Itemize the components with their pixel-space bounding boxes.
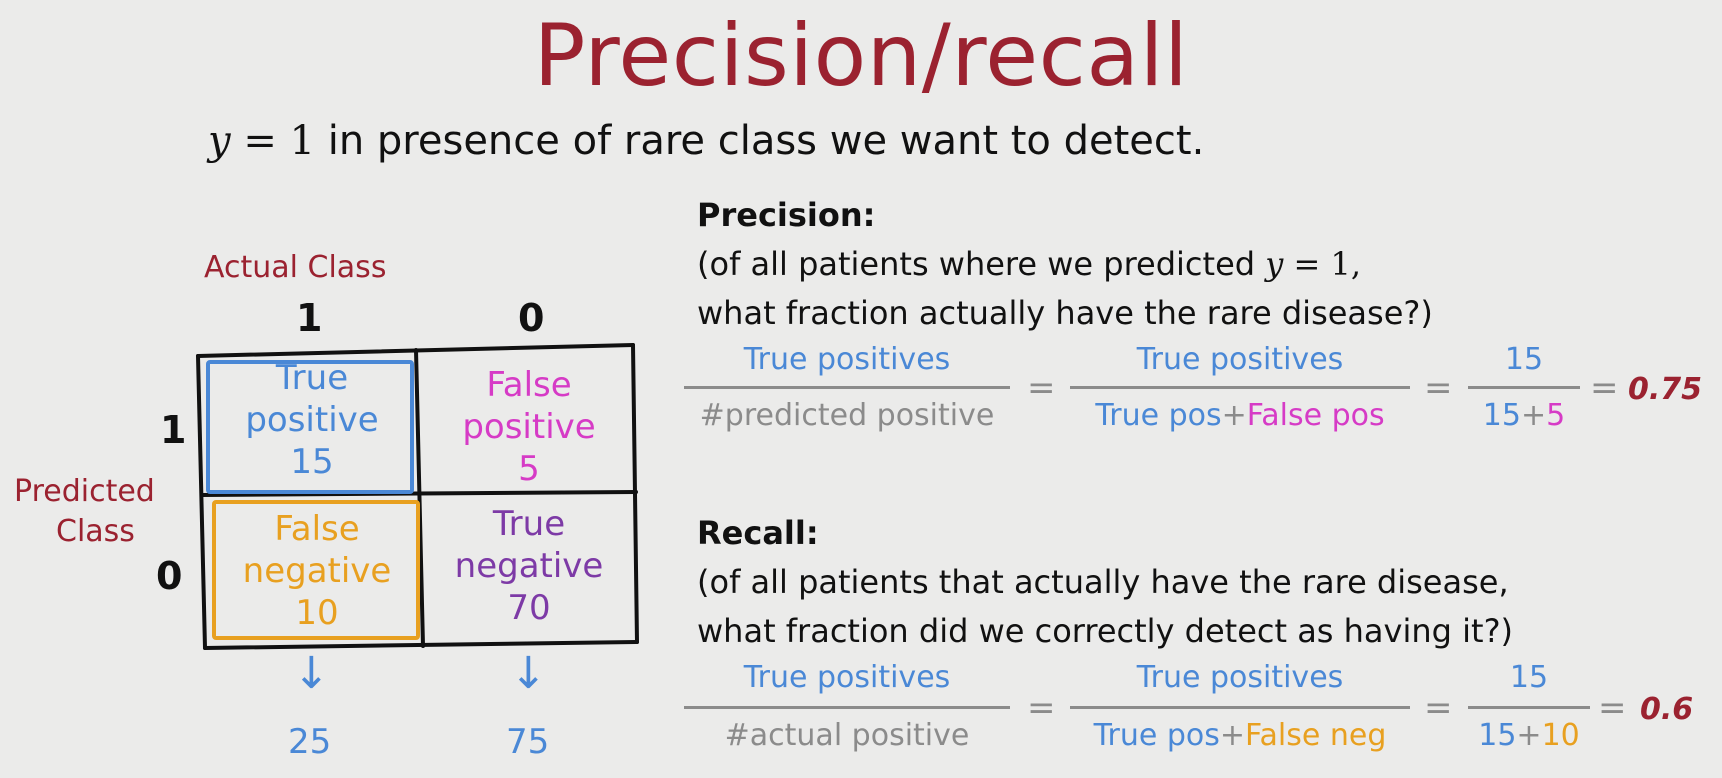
predicted-class-label-line2: Class	[56, 514, 135, 549]
precision-heading: Precision:	[697, 196, 876, 234]
actual-col-1: 1	[296, 296, 323, 340]
actual-class-label: Actual Class	[204, 250, 387, 285]
subtitle-text: in presence of rare class we want to det…	[327, 118, 1205, 164]
cell-tn-line2: negative	[454, 546, 604, 586]
precision-desc-eq: =	[1293, 245, 1321, 283]
precision-f3-den-a: 15	[1482, 398, 1521, 433]
precision-f2-den-plus: +	[1221, 398, 1247, 433]
cell-false-negative: False negative 10	[214, 508, 420, 634]
recall-eq1: =	[1027, 688, 1056, 728]
cell-false-positive: False positive 5	[424, 364, 634, 490]
recall-f2-den-plus: +	[1219, 718, 1246, 753]
recall-f3-bar	[1468, 706, 1590, 709]
recall-description: (of all patients that actually have the …	[697, 558, 1513, 656]
cell-tn-value: 70	[507, 588, 551, 628]
precision-desc-var: y	[1265, 245, 1284, 283]
precision-f2-numerator: True positives	[1136, 342, 1344, 377]
recall-f2-numerator: True positives	[1136, 660, 1344, 695]
precision-eq2: =	[1424, 368, 1453, 408]
recall-f3-denominator: 15+10	[1468, 718, 1590, 753]
recall-f1-bar	[684, 706, 1010, 709]
recall-desc-line2: what fraction did we correctly detect as…	[697, 612, 1514, 650]
cell-fn-line2: negative	[242, 551, 392, 591]
precision-desc-line1: (of all patients where we predicted y = …	[697, 240, 1433, 289]
precision-f3-den-b: 5	[1546, 398, 1566, 433]
subtitle-num: 1	[289, 118, 316, 164]
precision-f1-numerator: True positives	[743, 342, 951, 377]
recall-f3-den-b: 10	[1541, 718, 1580, 753]
cell-tp-value: 15	[290, 442, 334, 482]
precision-f3-bar	[1468, 386, 1580, 389]
precision-f2-bar	[1070, 386, 1410, 389]
recall-f1-denominator: #actual positive	[724, 718, 970, 753]
recall-eq2: =	[1424, 688, 1453, 728]
subtitle-var: y	[208, 118, 231, 164]
recall-f3-den-plus: +	[1516, 718, 1542, 753]
precision-desc-num: 1,	[1330, 245, 1361, 283]
cell-fp-line1: False	[486, 365, 572, 405]
recall-f3-numerator: 15	[1509, 660, 1549, 695]
actual-col-0: 0	[518, 296, 545, 340]
precision-f2-denominator: True pos+False pos	[1070, 398, 1410, 433]
precision-f1-denominator: #predicted positive	[699, 398, 995, 433]
cell-fp-line2: positive	[462, 407, 596, 447]
arrow-down-icon: ↓	[510, 648, 547, 699]
precision-eq3: =	[1590, 368, 1619, 408]
precision-f3-numerator: 15	[1504, 342, 1544, 377]
precision-f2-den-true-pos: True pos	[1095, 398, 1222, 433]
recall-desc-line1: (of all patients that actually have the …	[697, 563, 1509, 601]
recall-f2-den-false-neg: False neg	[1245, 718, 1387, 753]
recall-f2-denominator: True pos+False neg	[1070, 718, 1410, 753]
recall-eq3: =	[1598, 688, 1627, 728]
precision-f2-den-false-pos: False pos	[1246, 398, 1385, 433]
cell-fp-value: 5	[518, 449, 540, 489]
subtitle-eq: =	[243, 118, 277, 164]
recall-f1-numerator: True positives	[743, 660, 951, 695]
column-sum-actual-1: 25	[288, 722, 332, 762]
precision-f3-denominator: 15+5	[1468, 398, 1580, 433]
recall-f3-den-a: 15	[1478, 718, 1517, 753]
cell-true-negative: True negative 70	[424, 503, 634, 629]
cell-fn-value: 10	[295, 593, 339, 633]
recall-heading: Recall:	[697, 514, 819, 552]
precision-f1-bar	[684, 386, 1010, 389]
cell-tn-line1: True	[492, 504, 566, 544]
predicted-row-0: 0	[156, 554, 183, 598]
cell-fn-line1: False	[274, 509, 360, 549]
subtitle: y = 1 in presence of rare class we want …	[208, 118, 1204, 164]
predicted-row-1: 1	[160, 408, 187, 452]
recall-result: 0.6	[1640, 692, 1694, 727]
precision-result: 0.75	[1628, 372, 1703, 407]
precision-f3-den-plus: +	[1520, 398, 1547, 433]
column-sum-actual-0: 75	[506, 722, 550, 762]
page-title: Precision/recall	[533, 6, 1189, 106]
precision-eq1: =	[1027, 368, 1056, 408]
cell-tp-line1: True	[275, 358, 349, 398]
recall-f2-den-true-pos: True pos	[1093, 718, 1220, 753]
predicted-class-label-line1: Predicted	[14, 474, 155, 509]
arrow-down-icon: ↓	[293, 648, 330, 699]
cell-tp-line2: positive	[245, 400, 379, 440]
precision-description: (of all patients where we predicted y = …	[697, 240, 1433, 338]
precision-desc-text: (of all patients where we predicted	[697, 245, 1256, 283]
precision-desc-line2: what fraction actually have the rare dis…	[697, 294, 1433, 332]
cell-true-positive: True positive 15	[210, 357, 414, 483]
recall-f2-bar	[1070, 706, 1410, 709]
